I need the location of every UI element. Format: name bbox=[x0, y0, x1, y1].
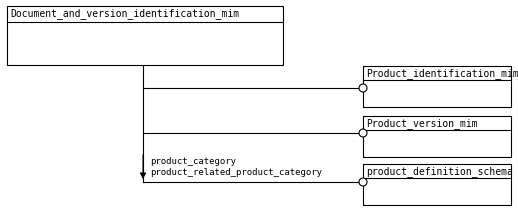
Bar bbox=[363, 66, 511, 107]
Circle shape bbox=[359, 84, 367, 92]
Text: Document_and_version_identification_mim: Document_and_version_identification_mim bbox=[10, 8, 239, 19]
Bar bbox=[363, 164, 511, 205]
Bar bbox=[7, 6, 283, 65]
Bar bbox=[363, 116, 511, 157]
Text: product_related_product_category: product_related_product_category bbox=[150, 168, 322, 177]
Text: Product_identification_mim: Product_identification_mim bbox=[366, 68, 518, 79]
Text: Product_version_mim: Product_version_mim bbox=[366, 118, 478, 129]
Text: product_definition_schema: product_definition_schema bbox=[366, 166, 513, 177]
Circle shape bbox=[359, 178, 367, 186]
Circle shape bbox=[359, 129, 367, 137]
Text: product_category: product_category bbox=[150, 157, 236, 166]
